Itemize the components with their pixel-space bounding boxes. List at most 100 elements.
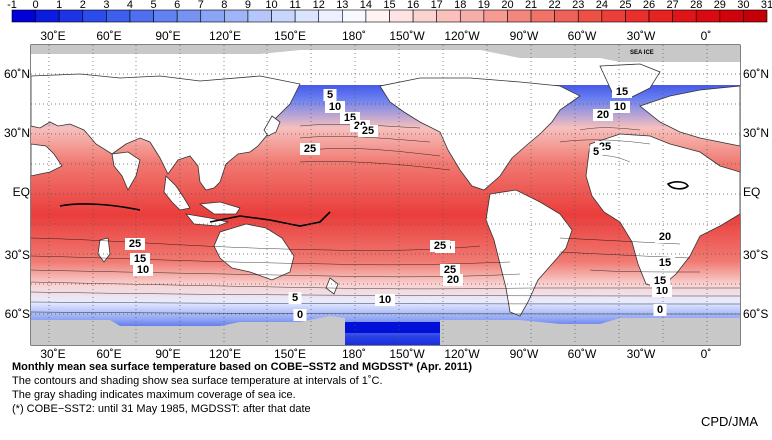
contour-label-box [130, 253, 150, 265]
longitude-label: 0˚ [701, 347, 712, 358]
color-scale-tick-label: 18 [454, 0, 466, 11]
color-scale-tick-label: 29 [714, 0, 726, 11]
longitude-label: 60˚E [96, 29, 121, 43]
color-scale-tick-label: -1 [7, 0, 17, 11]
color-scale-box [554, 9, 579, 23]
color-scale-tick-label: 6 [174, 0, 180, 11]
color-scale-tick-label: 8 [221, 0, 227, 11]
color-scale-box [365, 9, 390, 23]
color-scale-box [153, 9, 178, 23]
color-scale-tick-label: 15 [383, 0, 395, 11]
longitude-label: 120˚E [209, 347, 241, 358]
contour-label: 20 [597, 109, 609, 121]
longitude-label: 90˚E [155, 29, 180, 43]
warm-pool-contours [59, 181, 689, 227]
contour-label: 10 [329, 101, 341, 113]
contour-value-labels: 5101520252525252015105025201510510152525… [125, 86, 675, 321]
color-scale-tick-label: 13 [336, 0, 348, 11]
color-scale-box [743, 9, 768, 23]
contour-label-box [652, 285, 672, 297]
color-scale-tick-label: 14 [360, 0, 372, 11]
contour-label-box [612, 86, 632, 98]
color-scale-box [389, 9, 414, 23]
contour-label: 5 [292, 292, 298, 304]
color-scale-tick-label: 19 [478, 0, 490, 11]
bottom-longitude-labels: 30˚E 60˚E 90˚E 120˚E 150˚E 180˚ 150˚W 120˚W 90˚W… [40, 347, 711, 358]
color-scale-box [224, 9, 249, 23]
color-scale-box [459, 9, 485, 23]
longitude-label: 150˚W [389, 347, 425, 358]
color-scale-box [483, 9, 508, 23]
contour-label-box [375, 294, 395, 306]
color-scale-box [271, 9, 296, 23]
color-scale-tick-label: 4 [127, 0, 133, 11]
color-scale-box [294, 9, 320, 23]
contour-label: 10 [656, 285, 668, 297]
contour-label: 0 [297, 309, 303, 321]
color-scale-tick-label: 25 [619, 0, 631, 11]
latitude-label: 30˚S [743, 248, 768, 262]
longitude-label: 120˚E [209, 29, 241, 43]
color-scale-tick-label: 7 [198, 0, 204, 11]
contour-label: 15 [659, 257, 671, 269]
latitude-label: 30˚N [4, 126, 30, 140]
contour-label-box [655, 257, 675, 269]
color-scale-box [601, 9, 626, 23]
antarctic-sea-ice-west [31, 316, 345, 345]
color-scale-tick-label: 17 [431, 0, 443, 11]
longitude-label: 60˚W [568, 29, 597, 43]
color-scale-box [672, 9, 697, 23]
longitude-label: 90˚W [510, 29, 539, 43]
color-scale-tick-label: 16 [407, 0, 419, 11]
color-scale-tick-label: 22 [549, 0, 561, 11]
contour-label: 15 [134, 253, 146, 265]
longitude-label: 120˚W [444, 347, 480, 358]
longitude-label: 150˚W [389, 29, 425, 43]
contour-label-box [440, 264, 460, 276]
longitude-label: 90˚E [155, 347, 180, 358]
latitude-label: 30˚N [743, 126, 769, 140]
color-scale-box [436, 9, 461, 23]
contour-label: 25 [304, 143, 316, 155]
color-scale-box [719, 9, 744, 23]
longitude-label: 60˚E [96, 347, 121, 358]
contour-label-box [650, 275, 670, 287]
top-longitude-labels: 30˚E 60˚E 90˚E 120˚E 150˚E 180˚ 150˚W 120˚W 90˚W… [40, 29, 711, 43]
color-scale-box [11, 9, 36, 23]
sea-ice-label: SEA ICE [630, 50, 654, 56]
color-scale-box [318, 9, 343, 23]
longitude-label: 120˚W [444, 29, 480, 43]
latitude-label: 60˚S [743, 307, 768, 321]
contour-label-box [325, 101, 345, 113]
credit-label: CPD/JMA [700, 414, 758, 429]
color-scale-box [412, 9, 437, 23]
contour-label: 10 [379, 294, 391, 306]
color-scale-tick-label: 21 [525, 0, 537, 11]
color-scale-tick-label: 30 [737, 0, 749, 11]
color-scale-box [35, 9, 60, 23]
color-scale-tick-label: 0 [33, 0, 39, 11]
contour-label-box [125, 238, 145, 250]
latitude-label: 30˚S [5, 248, 30, 262]
contour-label: 20 [659, 231, 671, 243]
land-masses [30, 63, 741, 317]
contour-label-box [323, 89, 337, 101]
contour-label-box [653, 304, 667, 316]
right-latitude-labels: 60˚N 30˚N EQ 30˚S 60˚S [743, 67, 769, 321]
contour-label-box [288, 292, 302, 304]
contour-label-box [358, 125, 378, 137]
contour-label-box [593, 109, 613, 121]
longitude-label: 150˚E [274, 29, 306, 43]
color-scale-tick-label: 2 [80, 0, 86, 11]
color-scale-box [106, 9, 131, 23]
color-scale-box [577, 9, 603, 23]
color-scale-box [176, 9, 202, 23]
longitude-label: 0˚ [701, 29, 712, 43]
color-scale-box [200, 9, 225, 23]
color-scale-tick-label: 3 [103, 0, 109, 11]
color-scale-tick-label: 27 [667, 0, 679, 11]
color-scale-box [342, 9, 367, 23]
longitude-label: 60˚W [568, 347, 597, 358]
color-scale-bar: -1 0 1 2 3 4 5 6 7 8 9 10 11 12 13 14 15 16 17 18 19 20 21 22 23… [7, 0, 772, 23]
color-scale-tick-label: 23 [572, 0, 584, 11]
